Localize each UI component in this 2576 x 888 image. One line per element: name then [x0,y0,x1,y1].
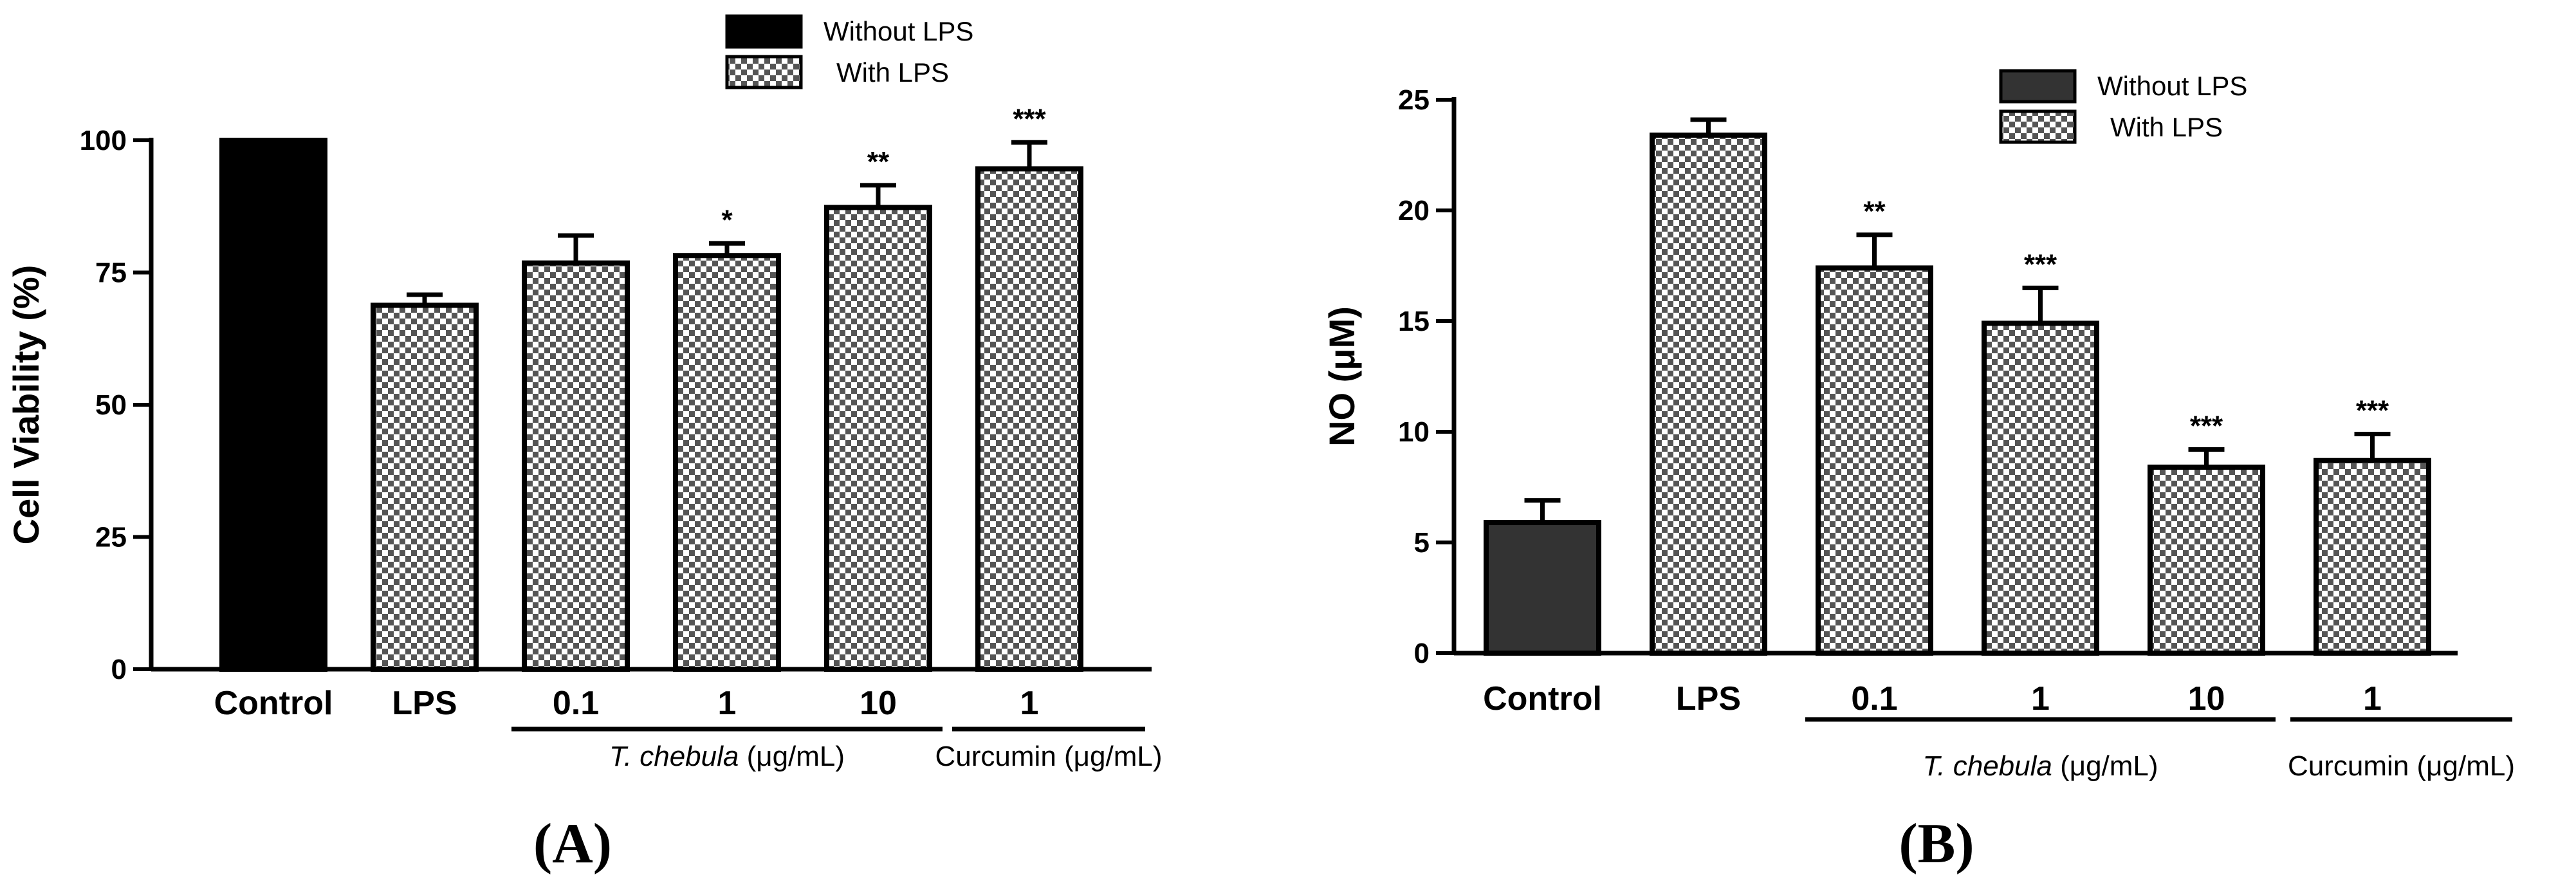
significance-marker: *** [2190,411,2223,442]
bar-0 [219,138,327,672]
y-tick-label: 100 [80,125,127,156]
y-tick-label: 0 [1414,638,1430,669]
y-axis-label: Cell Viability (%) [6,265,46,545]
y-tick-label: 0 [111,654,127,685]
category-label: LPS [1676,680,1741,717]
significance-marker: ** [1863,196,1886,227]
bar-2 [1816,265,1933,656]
category-label: LPS [392,685,457,722]
bar-1 [371,302,479,672]
group-label: T. chebula (μg/mL) [609,741,845,772]
chart-panel-a: 0 25 50 75 100 Cell Viability (%) Control LPS 0.… [6,14,1163,875]
legend-label-with-lps: With LPS [836,57,949,88]
y-tick-label: 10 [1398,416,1430,448]
group-label: Curcumin (μg/mL) [2288,750,2515,782]
bar-2 [522,260,630,672]
legend-label-without-lps: Without LPS [823,16,973,46]
y-axis-label: NO (μM) [1321,306,1362,447]
y-tick-label: 20 [1398,195,1430,227]
category-label: 1 [2363,680,2382,717]
chart-panel-b: 0 5 10 15 20 25 NO (μM) Control LPS ** 0.1 *** 1 *** 1… [1321,69,2515,875]
significance-marker: *** [2356,394,2389,426]
panel-label: (A) [533,813,612,875]
bar-1 [1650,133,1767,656]
y-tick-label: 50 [95,389,127,421]
category-label: 1 [1020,685,1039,722]
legend-swatch-without-lps [725,14,803,49]
category-label: 1 [2031,680,2050,717]
bar-3 [1982,320,2099,656]
bar-5 [975,166,1083,672]
bar-3 [673,253,781,672]
legend-label-with-lps: With LPS [2110,112,2223,142]
y-tick-label: 15 [1398,306,1430,337]
y-tick-label: 25 [1398,84,1430,116]
legend-swatch-with-lps [725,55,803,89]
legend-swatch-without-lps [1999,69,2077,104]
category-label: 10 [2188,680,2225,717]
y-tick-label: 75 [95,257,127,289]
category-label: 0.1 [553,685,599,722]
panel-label: (B) [1899,813,1974,875]
category-label: 1 [718,685,737,722]
significance-marker: ** [867,146,890,178]
category-label: 10 [860,685,897,722]
category-label: Control [214,685,333,722]
significance-marker: * [721,204,733,236]
y-tick-label: 25 [95,522,127,553]
y-tick-label: 5 [1414,527,1430,559]
bar-0 [1484,520,1601,656]
significance-marker: *** [1013,103,1046,134]
group-label: T. chebula (μg/mL) [1922,750,2158,782]
bar-4 [2148,465,2265,656]
legend-label-without-lps: Without LPS [2097,71,2247,101]
bar-4 [824,205,932,672]
category-label: 0.1 [1851,680,1897,717]
group-label: Curcumin (μg/mL) [935,741,1163,772]
category-label: Control [1483,680,1602,717]
bar-5 [2314,458,2431,656]
significance-marker: *** [2024,248,2057,280]
legend-swatch-with-lps [1999,109,2077,144]
